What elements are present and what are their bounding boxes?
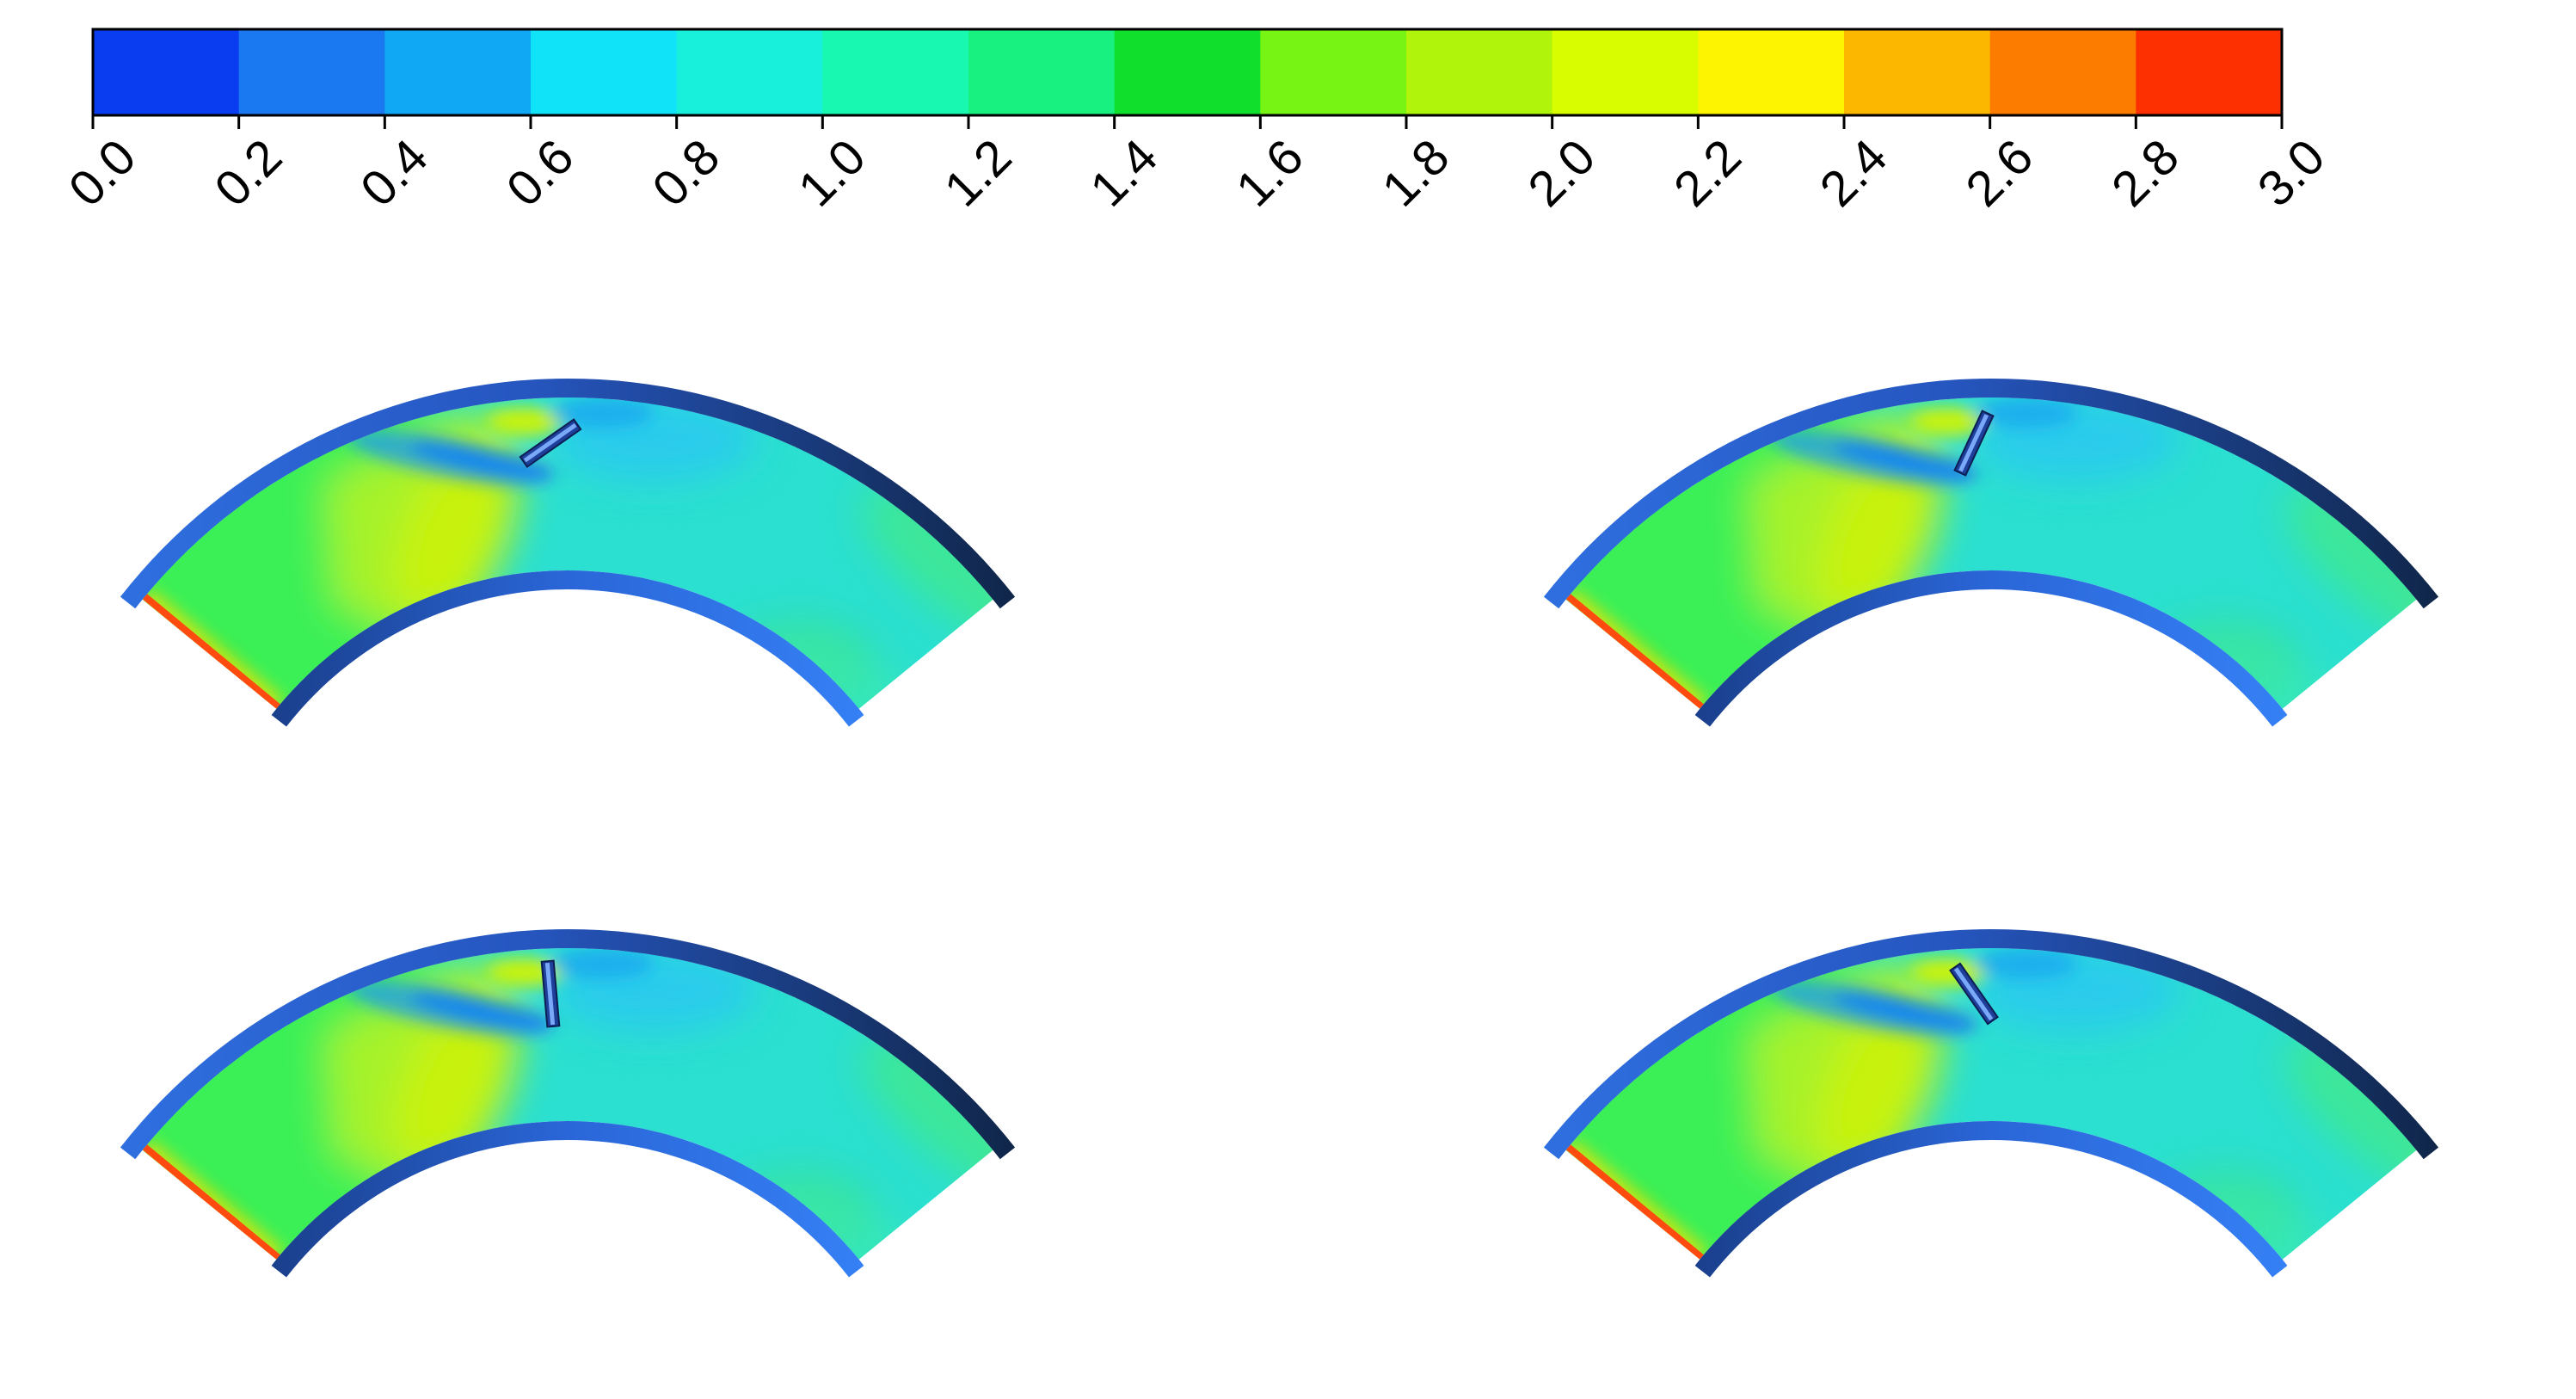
colorbar-swatch — [531, 29, 678, 115]
colorbar-tick-label: 0.0 — [58, 129, 147, 218]
contour-panel-3 — [120, 929, 1016, 1278]
colorbar-swatch — [1844, 29, 1991, 115]
colorbar-tick-label: 0.6 — [496, 129, 585, 218]
colorbar-frame — [91, 28, 2284, 117]
colorbar-swatch — [238, 29, 385, 115]
colorbar-legend: 0.0 0.2 0.4 0.6 0.8 1.0 1.2 1.4 1.6 1.8 2.0 2.2 2.4 2… — [58, 28, 2336, 218]
colorbar-tick-label: 0.2 — [204, 129, 292, 218]
outer-wall — [120, 929, 1016, 1160]
outer-wall — [120, 379, 1016, 609]
colorbar-tick-label: 2.4 — [1810, 129, 1898, 218]
colorbar-swatch — [2136, 29, 2283, 115]
outer-wall — [1543, 929, 2439, 1160]
colorbar-tick-label: 2.8 — [2101, 129, 2190, 218]
guide-vane — [540, 959, 561, 1028]
inner-wall — [271, 1121, 864, 1278]
guide-vane — [1953, 410, 1995, 477]
colorbar-swatch — [1552, 29, 1699, 115]
colorbar-swatch — [1114, 29, 1261, 115]
guide-vane — [519, 418, 582, 468]
colorbar-swatch — [822, 29, 969, 115]
colorbar-tick-label: 2.6 — [1955, 129, 2044, 218]
colorbar-tick-label: 1.6 — [1226, 129, 1314, 218]
colorbar-swatch — [1260, 29, 1407, 115]
colorbar-tick-label: 0.4 — [350, 129, 439, 218]
inner-wall — [1694, 1121, 2288, 1278]
contour-panels — [120, 379, 2439, 1278]
velocity-field — [142, 948, 993, 1260]
velocity-field — [1565, 398, 2417, 709]
inner-wall — [1694, 570, 2288, 727]
velocity-field — [142, 398, 993, 709]
guide-vane — [1949, 962, 1999, 1026]
inner-wall — [271, 570, 864, 727]
contour-panel-4 — [1543, 929, 2439, 1278]
velocity-field — [1565, 948, 2417, 1260]
colorbar-swatch — [93, 29, 240, 115]
colorbar-swatches — [93, 29, 2283, 115]
colorbar-swatch — [1989, 29, 2136, 115]
colorbar-tick-labels: 0.0 0.2 0.4 0.6 0.8 1.0 1.2 1.4 1.6 1.8 2.0 2.2 2.4 2… — [58, 129, 2336, 218]
colorbar-swatch — [1698, 29, 1845, 115]
colorbar-tick-label: 1.8 — [1372, 129, 1460, 218]
contour-panel-2 — [1543, 379, 2439, 727]
contour-panel-1 — [120, 379, 1016, 727]
colorbar-swatch — [968, 29, 1116, 115]
colorbar-tick-label: 0.8 — [642, 129, 730, 218]
colorbar-swatch — [1406, 29, 1553, 115]
outer-wall — [1543, 379, 2439, 609]
colorbar-tick-label: 1.0 — [788, 129, 876, 218]
colorbar-swatch — [384, 29, 532, 115]
colorbar-tick-label: 1.4 — [1079, 129, 1168, 218]
colorbar-tick-label: 1.2 — [934, 129, 1023, 218]
colorbar-tick-label: 2.2 — [1663, 129, 1752, 218]
colorbar-swatch — [676, 29, 823, 115]
colorbar-ticks — [91, 115, 2284, 129]
colorbar-tick-label: 3.0 — [2247, 129, 2336, 218]
colorbar-tick-label: 2.0 — [1517, 129, 1606, 218]
